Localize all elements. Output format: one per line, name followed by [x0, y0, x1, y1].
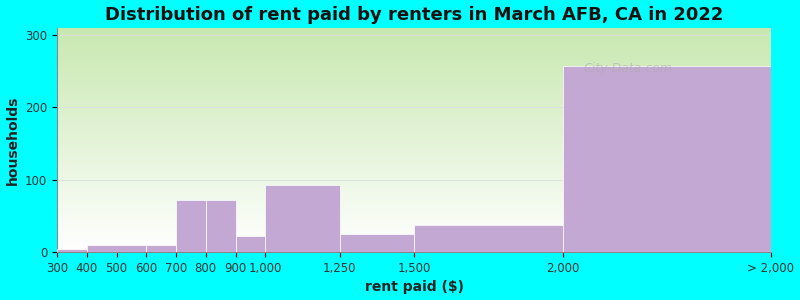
Bar	[146, 245, 176, 252]
X-axis label: rent paid ($): rent paid ($)	[365, 280, 463, 294]
Title: Distribution of rent paid by renters in March AFB, CA in 2022: Distribution of rent paid by renters in …	[105, 6, 723, 24]
Bar	[87, 245, 146, 252]
Bar	[340, 234, 414, 252]
Y-axis label: households: households	[6, 95, 19, 185]
Bar	[57, 248, 87, 252]
Bar	[176, 200, 206, 252]
Bar	[562, 66, 771, 252]
Bar	[235, 236, 266, 252]
Bar	[414, 225, 562, 252]
Bar	[206, 200, 235, 252]
Text: City-Data.com: City-Data.com	[584, 62, 673, 75]
Bar	[266, 185, 340, 252]
